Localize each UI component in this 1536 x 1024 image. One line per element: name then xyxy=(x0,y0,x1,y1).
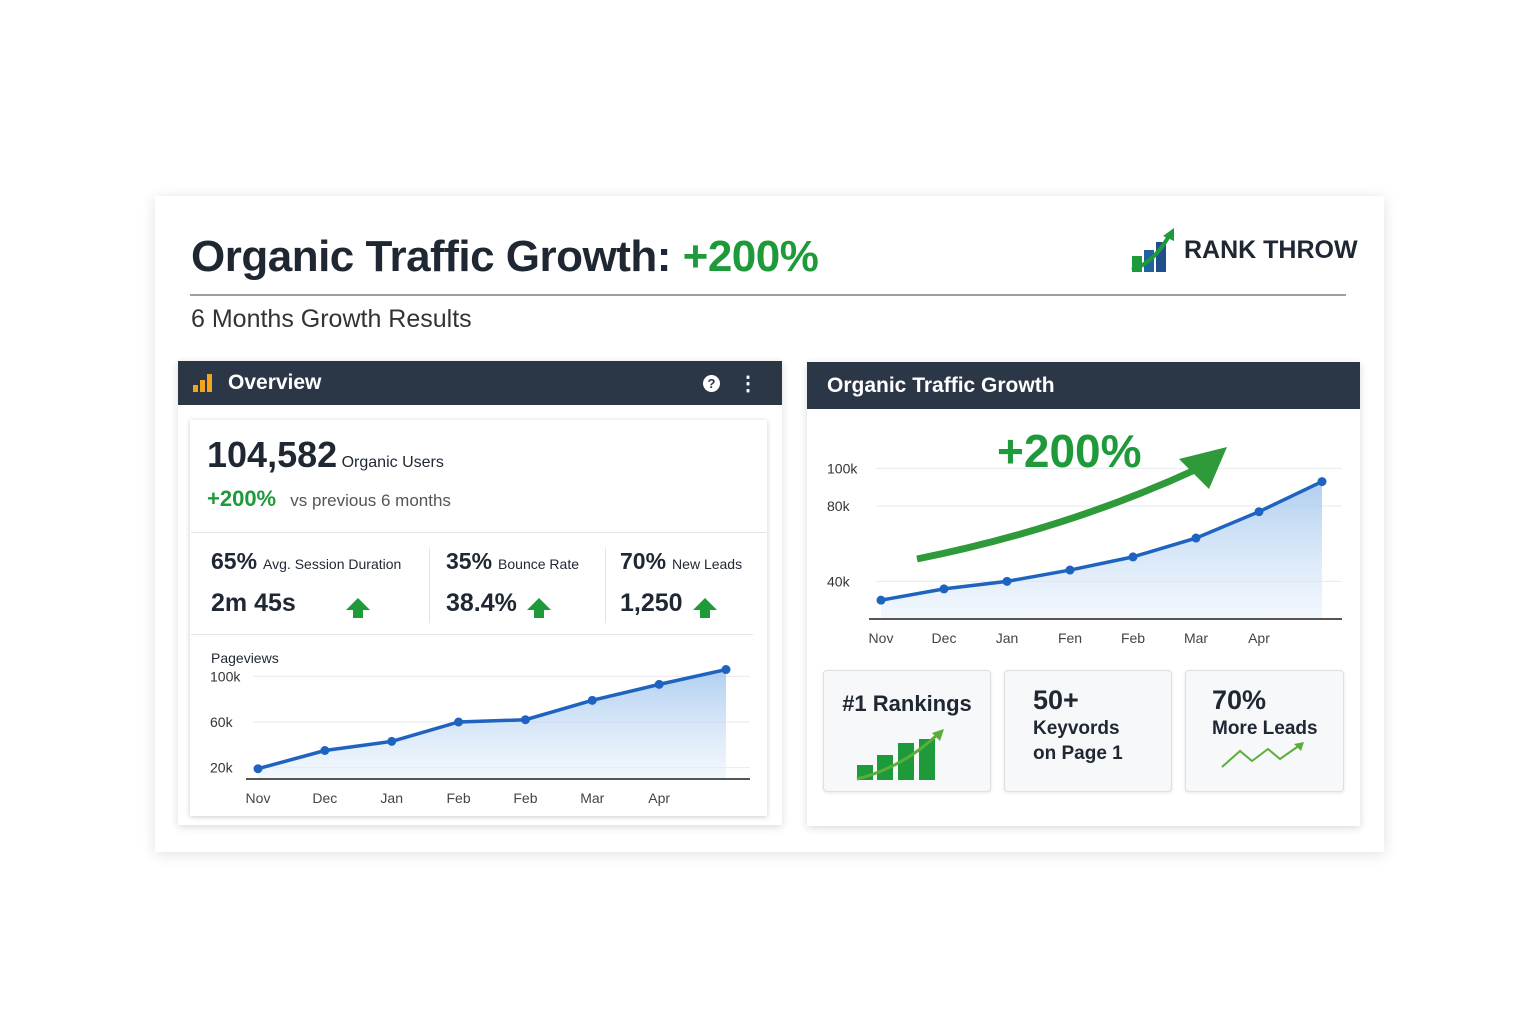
data-point xyxy=(454,717,464,727)
data-point xyxy=(654,679,664,689)
divider xyxy=(605,548,606,623)
divider xyxy=(190,294,1346,296)
bar-chart-icon xyxy=(193,374,212,392)
users-label: Organic Users xyxy=(341,454,444,471)
data-point xyxy=(387,736,397,746)
card-heading: #1 Rankings xyxy=(842,691,972,716)
x-tick-label: Jan xyxy=(380,790,403,806)
x-tick-label: Feb xyxy=(447,790,471,806)
growth-value: +200% xyxy=(207,486,277,511)
x-tick-label: Nov xyxy=(869,630,894,646)
stat-label: New Leads xyxy=(672,556,743,572)
pageviews-chart: 100k 60k 20k Nov Dec Jan Feb Feb Mar Apr xyxy=(210,665,750,806)
x-tick-label: Nov xyxy=(246,790,271,806)
subtitle: 6 Months Growth Results xyxy=(191,305,472,333)
series-line xyxy=(880,480,1323,602)
y-tick-label: 20k xyxy=(210,760,234,776)
x-tick-label: Dec xyxy=(312,790,337,806)
arrow-up-icon xyxy=(345,597,370,618)
x-tick-label: Apr xyxy=(1248,630,1270,646)
data-point xyxy=(876,595,886,605)
traffic-title: Organic Traffic Growth xyxy=(827,373,1055,397)
data-point xyxy=(1191,533,1201,543)
users-value: 104,582 xyxy=(207,434,338,475)
divider xyxy=(429,548,430,623)
data-point xyxy=(520,715,530,725)
stat-label: Bounce Rate xyxy=(498,556,579,572)
y-tick-label: 40k xyxy=(827,573,851,589)
x-tick-label: Feb xyxy=(1121,630,1145,646)
leads-card: 70% More Leads xyxy=(1185,670,1344,792)
traffic-callout: +200% xyxy=(997,425,1142,477)
arrow-up-icon xyxy=(692,597,717,618)
x-tick-label: Jan xyxy=(996,630,1019,646)
keywords-card: 50+ Keyvords on Page 1 xyxy=(1004,670,1172,792)
x-tick-label: Dec xyxy=(932,630,957,646)
card-text: Keyvords xyxy=(1033,718,1120,739)
x-tick-label: Mar xyxy=(1184,630,1208,646)
data-point xyxy=(320,746,330,755)
card-heading: 50+ xyxy=(1033,685,1079,715)
data-point xyxy=(253,764,263,774)
y-tick-label: 60k xyxy=(210,714,234,730)
series-line xyxy=(257,667,727,771)
stat-label: Avg. Session Duration xyxy=(263,556,402,572)
growth-label: vs previous 6 months xyxy=(290,491,451,510)
rankings-card: #1 Rankings xyxy=(823,670,991,792)
users-metric: 104,582 Organic Users xyxy=(207,434,444,476)
data-point xyxy=(1128,552,1138,562)
card-text: on Page 1 xyxy=(1033,743,1123,764)
traffic-header: Organic Traffic Growth xyxy=(807,362,1360,409)
stat-leads: 70% New Leads 1,250 xyxy=(620,548,742,618)
arrow-up-icon xyxy=(526,597,551,618)
card-text: More Leads xyxy=(1212,718,1318,739)
growth-arrow-head xyxy=(1179,447,1227,489)
data-point xyxy=(721,665,731,675)
more-options-icon[interactable]: ⋮ xyxy=(738,372,758,395)
divider xyxy=(191,532,766,533)
x-tick-label: Feb xyxy=(513,790,537,806)
traffic-chart: 100k 80k 40k Nov Dec Jan Fen Feb Mar Apr xyxy=(827,447,1342,646)
data-point xyxy=(939,584,949,594)
growth-arrow xyxy=(916,465,1199,563)
y-tick-label: 80k xyxy=(827,498,851,514)
card-heading: 70% xyxy=(1212,685,1267,715)
help-icon[interactable]: ? xyxy=(703,374,720,392)
pageviews-title: Pageviews xyxy=(211,650,279,666)
x-tick-label: Fen xyxy=(1058,630,1082,646)
data-point xyxy=(1254,507,1264,517)
data-point xyxy=(587,695,597,705)
y-tick-label: 100k xyxy=(210,668,241,684)
stat-value: 38.4% xyxy=(446,589,517,617)
growth-bars-icon xyxy=(856,729,944,781)
stat-session: 65% Avg. Session Duration 2m 45s xyxy=(211,548,401,618)
stat-value: 2m 45s xyxy=(211,589,296,617)
logo: RANK THROW xyxy=(1130,226,1358,274)
stat-pct: 35% xyxy=(446,548,493,574)
stat-value: 1,250 xyxy=(620,589,683,617)
logo-text: RANK THROW xyxy=(1184,235,1358,264)
x-tick-label: Mar xyxy=(580,790,604,806)
x-tick-label: Apr xyxy=(648,790,670,806)
y-tick-label: 100k xyxy=(827,460,858,476)
data-point xyxy=(1002,576,1012,586)
stat-bounce: 35% Bounce Rate 38.4% xyxy=(446,548,579,618)
logo-icon xyxy=(1131,228,1174,272)
growth-line: +200% vs previous 6 months xyxy=(207,486,451,512)
stat-pct: 70% xyxy=(620,548,667,574)
page-title: Organic Traffic Growth: +200% xyxy=(191,232,819,281)
data-point xyxy=(1065,565,1075,575)
data-point xyxy=(1317,477,1327,487)
overview-title: Overview xyxy=(228,371,322,394)
overview-header: Overview ? ⋮ xyxy=(178,361,782,405)
stat-pct: 65% xyxy=(211,548,258,574)
trend-zigzag-icon xyxy=(1221,742,1304,768)
divider xyxy=(191,634,753,635)
